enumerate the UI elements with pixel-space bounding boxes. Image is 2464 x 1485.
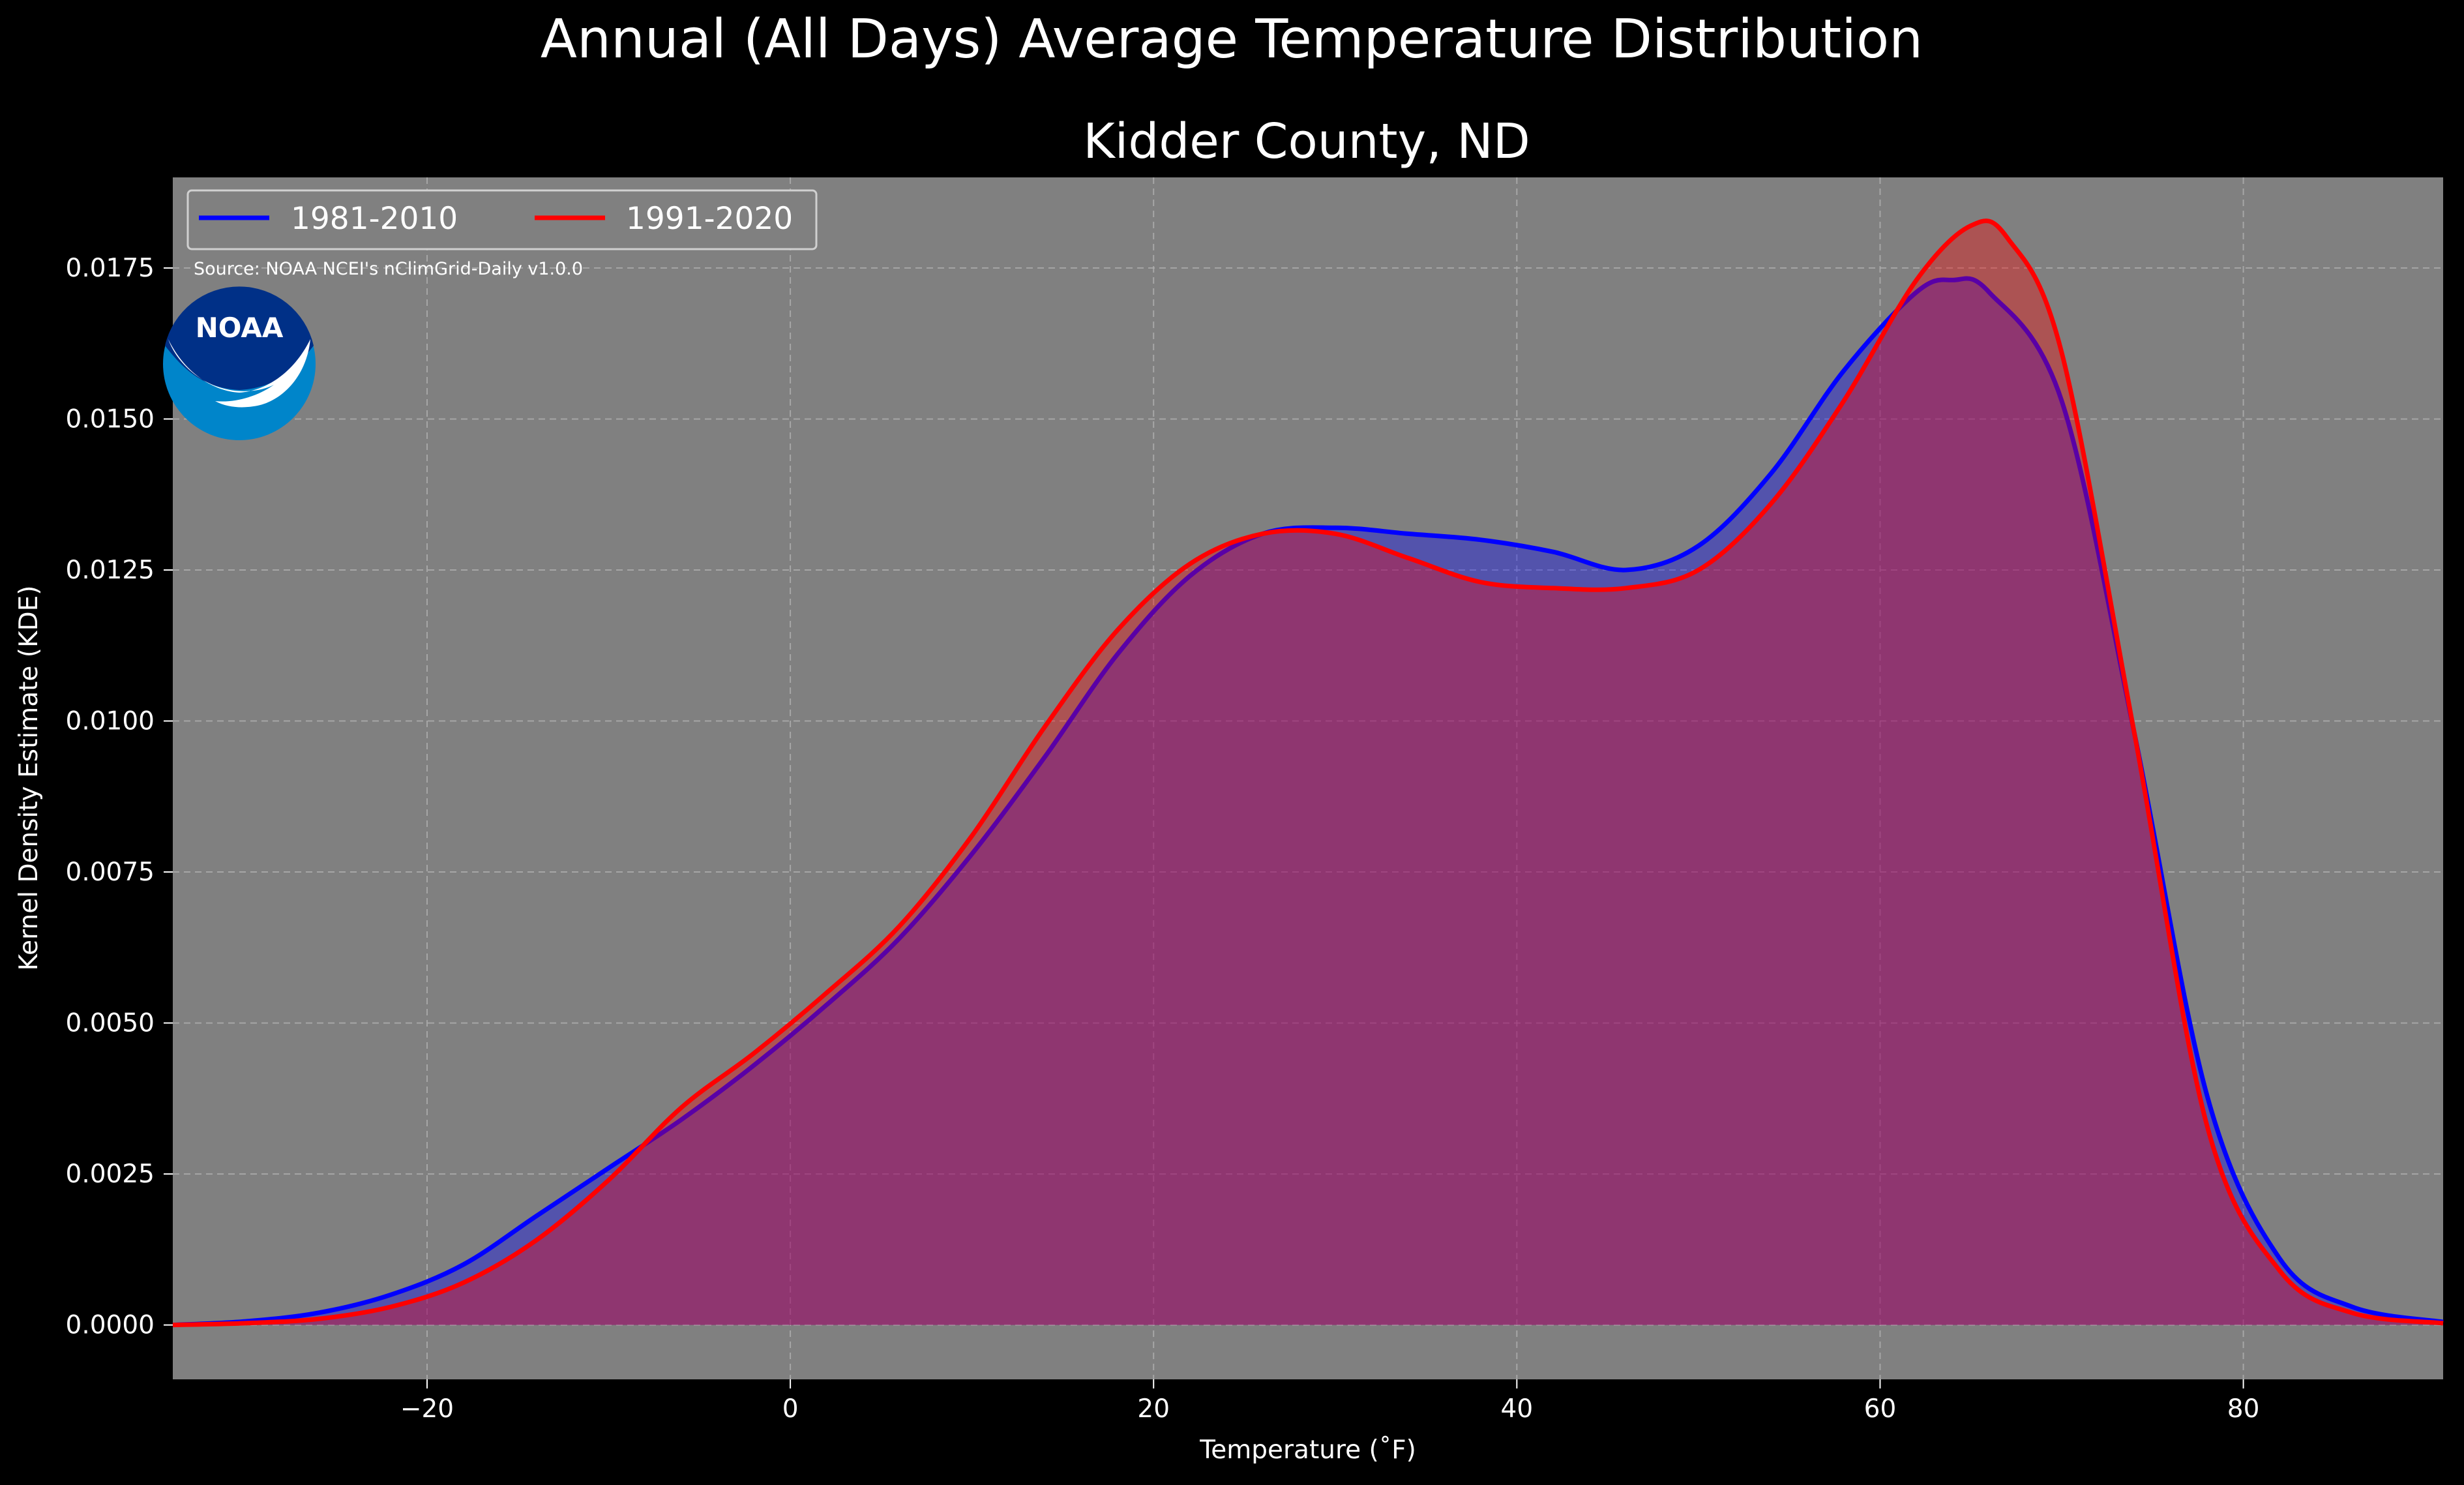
y-tick-label: 0.0100 <box>66 707 155 736</box>
x-tick-label: 40 <box>1501 1394 1534 1424</box>
y-tick-label: 0.0175 <box>66 254 155 283</box>
y-axis-label: Kernel Density Estimate (KDE) <box>14 586 44 971</box>
chart-title: Annual (All Days) Average Temperature Di… <box>541 8 1923 70</box>
legend-box <box>186 189 818 250</box>
noaa-logo-top <box>165 286 314 390</box>
x-tick-label: 0 <box>782 1394 799 1424</box>
noaa-logo-wing <box>168 339 310 408</box>
x-tick-label: 20 <box>1137 1394 1170 1424</box>
plot-area <box>173 177 2443 1379</box>
legend-label-1981-2010: 1981-2010 <box>291 201 458 237</box>
noaa-logo: NOAA <box>163 286 316 440</box>
y-tick-label: 0.0075 <box>66 858 155 887</box>
y-tick-label: 0.0000 <box>66 1311 155 1340</box>
series-line-1991-2020 <box>172 218 2444 1328</box>
series-area-1991-2020 <box>173 220 2443 1325</box>
chart-subtitle: Kidder County, ND <box>1083 113 1530 170</box>
y-tick-label: 0.0150 <box>66 404 155 434</box>
series-area-1981-2010 <box>173 278 2443 1325</box>
legend: 1981-2010 1991-2020 <box>186 189 818 250</box>
axes: −20 0 20 40 60 80 0.0000 0.0025 0.0050 0.0075 0.01… <box>66 254 2260 1424</box>
x-axis-label: Temperature (˚F) <box>1199 1435 1416 1465</box>
legend-label-1991-2020: 1991-2020 <box>626 201 793 237</box>
source-note: Source: NOAA NCEI's nClimGrid-Daily v1.0… <box>194 259 583 279</box>
x-tick-label: 80 <box>2227 1394 2260 1424</box>
noaa-logo-text: NOAA <box>196 312 284 344</box>
y-tick-label: 0.0025 <box>66 1160 155 1189</box>
series-layer <box>172 218 2444 1328</box>
x-tick-label: −20 <box>400 1394 454 1424</box>
x-tick-label: 60 <box>1864 1394 1897 1424</box>
y-tick-label: 0.0125 <box>66 556 155 585</box>
y-tick-label: 0.0050 <box>66 1009 155 1038</box>
grid <box>173 177 2443 1379</box>
